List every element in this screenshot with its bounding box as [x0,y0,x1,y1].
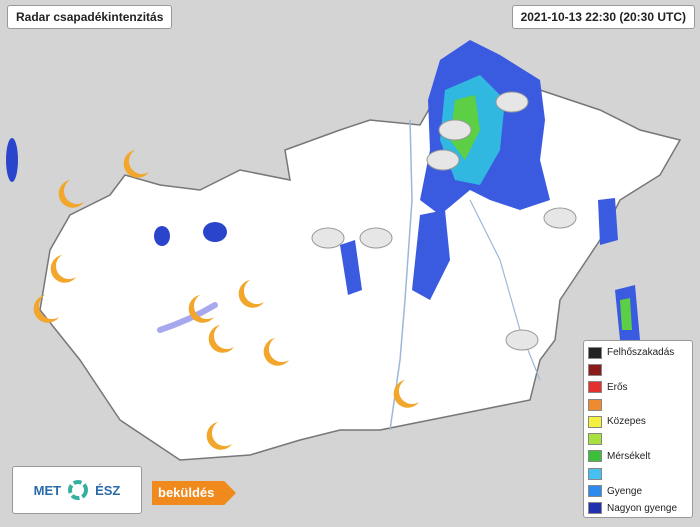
legend-label: Nagyon gyenge [607,502,678,514]
logo-mark [68,480,89,500]
legend-swatch [588,346,602,359]
legend: Felhőszakadás Erős Közepes Mérsékelt Gyenge N… [583,340,693,518]
legend-label: Közepes [607,416,646,428]
logo-text: ÉSZ [95,482,121,498]
legend-label: Felhőszakadás [607,347,675,359]
legend-label: Mérsékelt [607,450,651,462]
logo-text: MET [33,482,62,498]
moon-icon [208,325,234,353]
cloud-icon [311,227,345,249]
legend-row: Erős [584,379,692,396]
moon-icon [33,295,59,323]
map-title: Radar csapadékintenzitás [7,5,173,29]
legend-label: Gyenge [607,485,643,497]
cloud-icon [438,119,472,141]
radar-echo [203,222,227,242]
moon-icon [123,150,149,178]
cloud-icon [495,91,529,113]
legend-swatch [588,450,602,463]
legend-row [584,361,692,378]
cloud-icon [505,329,539,351]
legend-row: Gyenge [584,482,692,499]
logo: MET ÉSZ [12,466,142,514]
moon-icon [206,422,232,450]
moon-icon [188,295,214,323]
legend-swatch [588,398,602,411]
moon-icon [58,180,84,208]
submit-button[interactable]: beküldés [152,481,236,505]
moon-icon [393,380,419,408]
cloud-icon [543,207,577,229]
legend-row: Közepes [584,413,692,430]
moon-icon [238,280,264,308]
weather-icons [311,91,577,351]
legend-swatch [588,467,602,480]
legend-swatch [588,363,602,376]
legend-row [584,465,692,482]
legend-row [584,430,692,447]
radar-echo [598,198,618,245]
legend-row: Nagyon gyenge [584,500,692,517]
legend-row [584,396,692,413]
legend-swatch [588,433,602,446]
legend-swatch [588,415,602,428]
moon-icon [50,255,76,283]
radar-echo [340,240,362,295]
timestamp: 2021-10-13 22:30 (20:30 UTC) [511,5,695,29]
radar-echo [154,226,170,246]
radar-echo [412,210,450,300]
moon-icons [33,150,419,450]
radar-echo [6,138,18,182]
moon-icon [263,338,289,366]
lake [157,302,218,333]
cloud-icon [359,227,393,249]
river [469,199,541,381]
legend-row: Mérsékelt [584,448,692,465]
radar-echo [620,298,632,330]
legend-swatch [588,502,602,515]
legend-row: Felhőszakadás [584,344,692,361]
legend-swatch [588,381,602,394]
legend-swatch [588,485,602,498]
cloud-icon [426,149,460,171]
river [389,119,413,431]
legend-label: Erős [607,381,628,393]
